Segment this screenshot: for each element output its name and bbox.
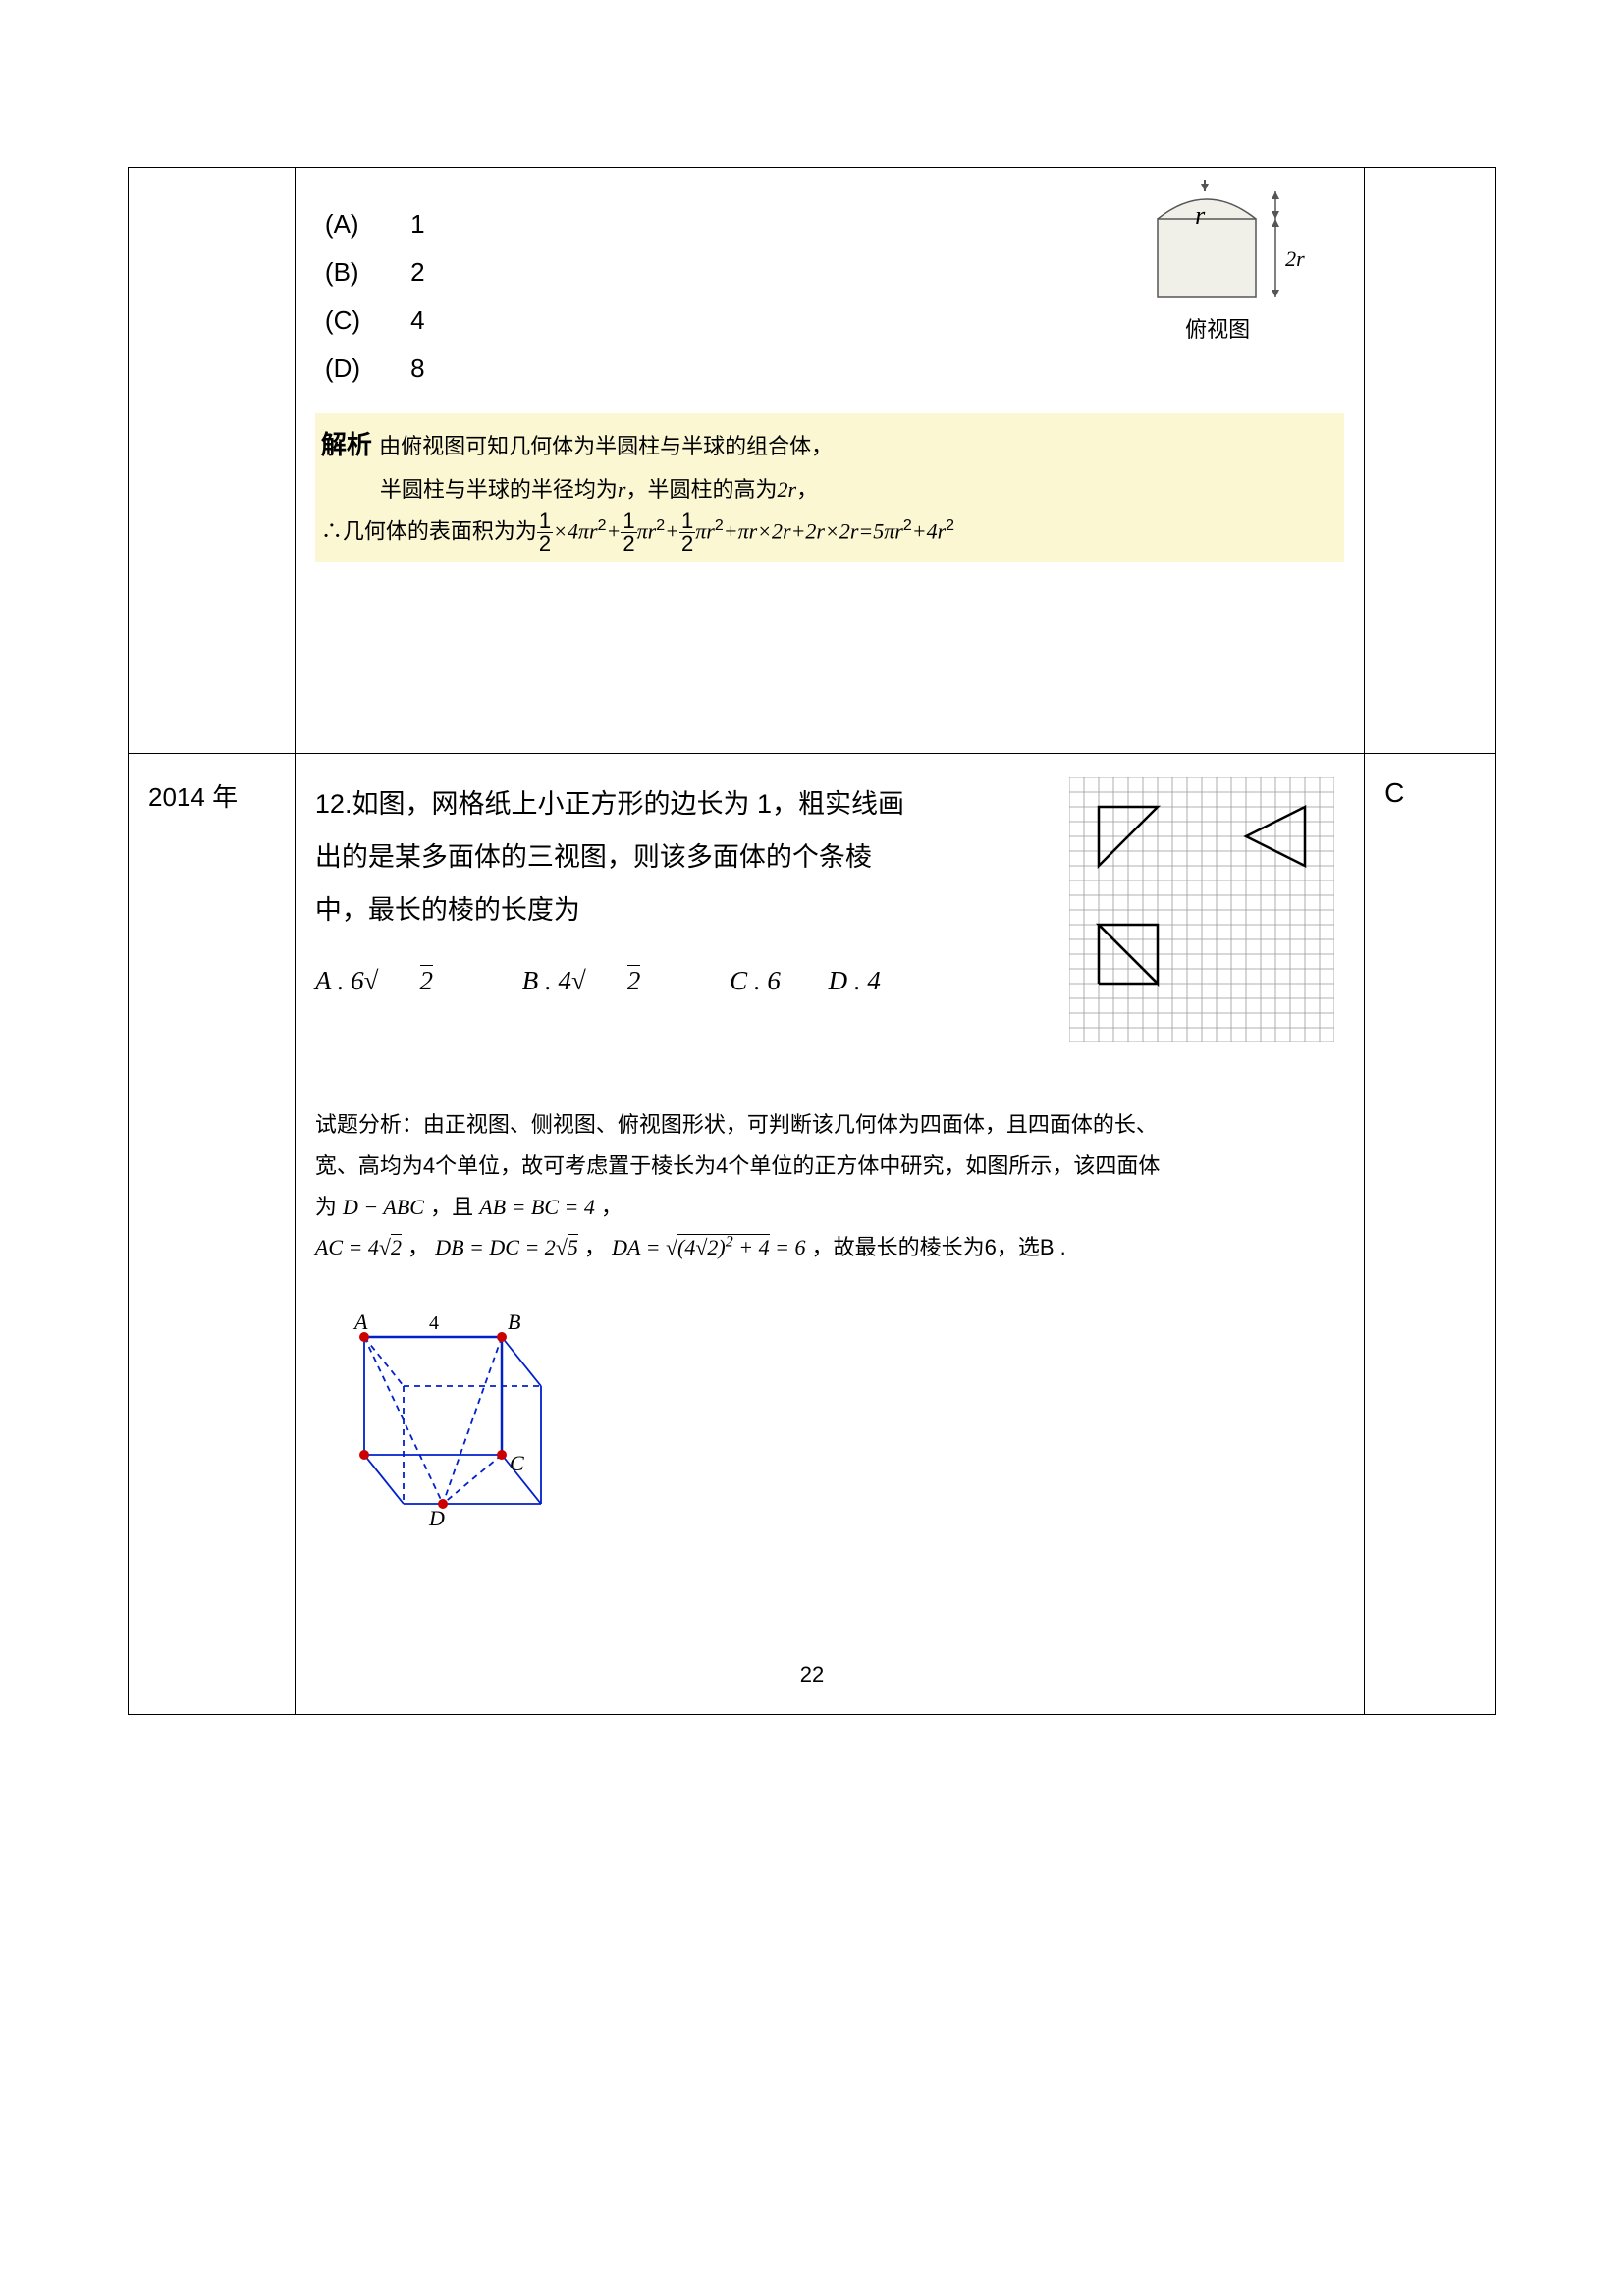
opt-d: D . 4 [829,966,881,995]
top-view-caption: 俯视图 [1185,312,1250,344]
analysis-l4-p2: ， [407,1235,429,1259]
opt-c: C . 6 [730,966,781,995]
analysis-line2-mid: ，半圆柱的高为 [625,477,777,502]
exam-table: r 2r 俯视图 (A) 1 (B) 2 (C) 4 (D) [128,167,1496,1715]
q-num: 12. [315,789,352,819]
analysis-l3-p5: ， [601,1195,623,1219]
analysis-l1: 试题分析：由正视图、侧视图、俯视图形状，可判断该几何体为四面体，且四面体的长、 [315,1104,1344,1146]
q-line2: 出的是某多面体的三视图，则该多面体的个条棱 [315,842,872,872]
table-row: r 2r 俯视图 (A) 1 (B) 2 (C) 4 (D) [129,168,1496,754]
opt-c-letter: (C) [325,305,404,336]
svg-text:D: D [428,1506,445,1530]
analysis-label: 解析 [321,430,372,459]
opt-a-val: 1 [410,209,424,239]
top-view-diagram: r 2r 俯视图 [1128,180,1325,376]
table-row: 2014 年 [129,754,1496,1715]
year-cell [129,168,296,754]
year-cell: 2014 年 [129,754,296,1715]
question-12-text: 12.如图，网格纸上小正方形的边长为 1，粗实线画 出的是某多面体的三视图，则该… [315,777,944,936]
dim-r-label: r [1195,201,1205,231]
analysis-text: 试题分析：由正视图、侧视图、俯视图形状，可判断该几何体为四面体，且四面体的长、 … [315,1104,1344,1268]
opt-b: B . 4√2 [522,966,682,995]
answer-value: C [1384,777,1404,808]
answer-cell [1365,168,1496,754]
opt-d-letter: (D) [325,353,404,384]
content-cell: 12.如图，网格纸上小正方形的边长为 1，粗实线画 出的是某多面体的三视图，则该… [295,754,1364,1715]
opt-d-val: 8 [410,353,424,383]
svg-text:B: B [508,1309,520,1334]
analysis-l4-p6: ，故最长的棱长为6，选B . [812,1235,1066,1259]
analysis-line1: 由俯视图可知几何体为半圆柱与半球的组合体， [379,434,833,458]
analysis-line3-prefix: ∴几何体的表面积为为 [321,519,537,544]
opt-a: A . 6√2 [315,966,474,995]
opt-b-letter: (B) [325,257,404,288]
analysis-l4-p4: ， [584,1235,606,1259]
analysis-line2-prefix: 半圆柱与半球的半径均为 [380,477,618,502]
analysis-l3-p1: 为 [315,1195,337,1219]
answer-cell: C [1365,754,1496,1715]
year-label: 2014 年 [148,782,238,812]
analysis-l3-p3: ，且 [430,1195,473,1219]
analysis-l3-p4: AB = BC = 4 [479,1195,595,1219]
dim-2r-label: 2r [1285,246,1305,272]
page-number: 22 [800,1662,824,1687]
svg-text:A: A [352,1309,368,1334]
q-line3: 中，最长的棱的长度为 [315,895,580,925]
opt-a-letter: (A) [325,209,404,240]
analysis-l3-p2: D − ABC [343,1195,424,1219]
q-line1: 如图，网格纸上小正方形的边长为 1，粗实线画 [352,789,904,819]
analysis-line2-suffix: ， [796,477,818,502]
content-cell: r 2r 俯视图 (A) 1 (B) 2 (C) 4 (D) [295,168,1364,754]
three-view-grid [1069,777,1334,1049]
cube-diagram: A B C D 4 [315,1278,1344,1540]
svg-text:4: 4 [429,1312,439,1334]
analysis-highlight-box: 解析 由俯视图可知几何体为半圆柱与半球的组合体， 半圆柱与半球的半径均为r，半圆… [315,413,1344,562]
opt-b-val: 2 [410,257,424,287]
analysis-l2: 宽、高均为4个单位，故可考虑置于棱长为4个单位的正方体中研究，如图所示，该四面体 [315,1146,1344,1187]
svg-text:C: C [510,1451,524,1475]
opt-c-val: 4 [410,305,424,335]
